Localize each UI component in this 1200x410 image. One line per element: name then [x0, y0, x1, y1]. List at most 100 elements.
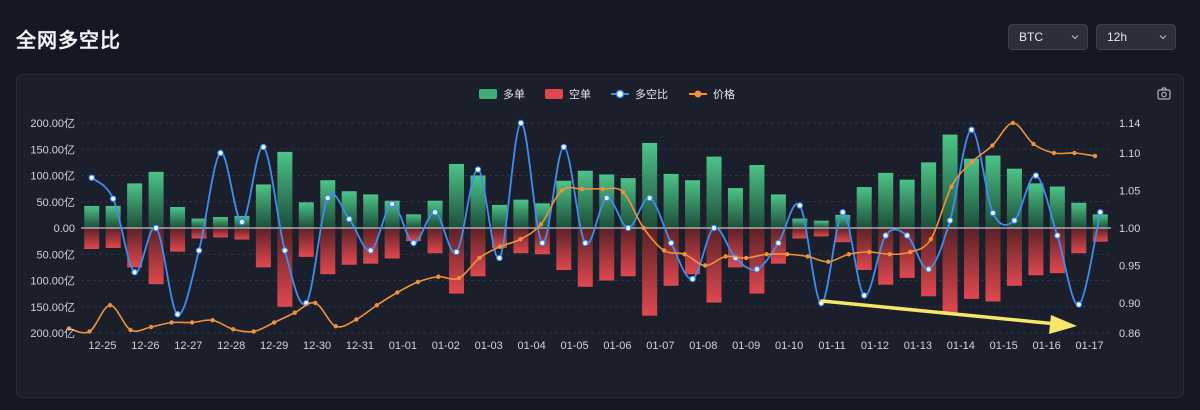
price-point [436, 274, 441, 279]
long-bar [170, 207, 186, 228]
ratio-point [839, 209, 846, 216]
short-bar [363, 228, 379, 264]
ratio-point [925, 266, 932, 273]
x-tick-label: 01-17 [1075, 340, 1103, 352]
legend-short-swatch [545, 89, 563, 99]
ratio-point [968, 126, 975, 133]
price-point [785, 252, 790, 257]
ratio-point [1075, 301, 1083, 308]
ratio-point [238, 218, 246, 226]
price-point [1051, 150, 1057, 156]
x-tick-label: 12-26 [131, 340, 159, 352]
y-right-tick-label: 1.00 [1119, 223, 1140, 235]
ratio-point [496, 254, 503, 262]
x-tick-label: 01-11 [818, 340, 845, 352]
price-point [805, 254, 810, 259]
price-point [1092, 153, 1098, 159]
price-point [908, 249, 913, 255]
short-bar [84, 228, 100, 249]
long-bar [792, 218, 808, 228]
y-right-tick-label: 1.10 [1119, 148, 1140, 160]
price-point [990, 143, 995, 148]
y-left-tick-label: 100.00亿 [30, 275, 75, 288]
ratio-point [152, 224, 160, 232]
long-bar [191, 218, 207, 228]
x-tick-label: 01-04 [518, 340, 546, 352]
long-bar [470, 175, 486, 228]
price-point [1010, 120, 1016, 126]
long-bar [277, 151, 293, 228]
short-bar [384, 228, 400, 259]
short-bar [212, 228, 228, 238]
x-tick-label: 01-16 [1033, 340, 1061, 352]
ratio-point [753, 266, 761, 273]
long-bar [921, 162, 937, 228]
interval-select-value: 12h [1107, 30, 1128, 44]
ratio-point [903, 232, 911, 239]
x-tick-label: 01-10 [775, 340, 803, 352]
price-point [518, 237, 523, 242]
long-bar [513, 199, 529, 228]
x-tick-label: 01-06 [603, 340, 631, 352]
interval-select[interactable]: 12h [1096, 24, 1176, 50]
price-point [702, 263, 708, 268]
long-bar [685, 180, 701, 228]
price-point [620, 189, 626, 195]
symbol-select[interactable]: BTC [1008, 24, 1088, 50]
long-bar [813, 220, 829, 228]
price-point [846, 252, 851, 257]
price-point [415, 279, 421, 285]
price-point [600, 186, 605, 192]
x-tick-label: 12-28 [217, 340, 245, 352]
price-point [743, 255, 749, 261]
short-bar [148, 228, 164, 285]
short-bar [105, 228, 121, 248]
price-point [66, 326, 72, 331]
short-bar [341, 228, 357, 265]
short-bar [921, 228, 937, 297]
x-tick-label: 12-30 [303, 340, 331, 352]
page-title: 全网多空比 [16, 30, 121, 52]
legend-ratio-marker [615, 89, 625, 99]
short-bar [727, 228, 743, 268]
header: 全网多空比 BTC 12h [0, 0, 1200, 72]
ratio-point [517, 119, 525, 127]
ratio-point [324, 194, 331, 202]
trend-arrow-head [1049, 315, 1077, 334]
legend-label: 多单 [503, 87, 525, 101]
long-bar [406, 214, 422, 228]
long-bar [856, 187, 872, 228]
price-point [313, 300, 318, 306]
x-tick-label: 01-15 [990, 340, 1018, 352]
short-bar [255, 228, 271, 268]
x-tick-label: 01-05 [560, 340, 588, 352]
short-bar [127, 228, 143, 268]
long-bar [363, 194, 379, 228]
symbol-select-value: BTC [1019, 30, 1043, 44]
price-point [107, 303, 113, 308]
short-bar [620, 228, 636, 277]
long-bar [1071, 202, 1087, 228]
price-point [928, 237, 934, 242]
price-point [661, 248, 667, 253]
camera-icon[interactable] [1157, 87, 1171, 100]
short-bar [191, 228, 207, 239]
ratio-point [946, 217, 954, 224]
ratio-point [560, 143, 568, 151]
price-point [292, 310, 297, 315]
x-tick-label: 12-27 [174, 340, 202, 352]
long-bar [255, 184, 271, 228]
price-point [128, 327, 133, 333]
y-left-tick-label: 0.00 [54, 223, 75, 235]
long-bar [1028, 183, 1044, 228]
short-bar [835, 228, 851, 243]
chevron-down-icon [1071, 35, 1079, 40]
ratio-point [1032, 172, 1040, 179]
price-point [1031, 141, 1036, 147]
ratio-point [689, 275, 696, 283]
y-right-tick-label: 0.90 [1119, 298, 1140, 310]
y-left-tick-label: 50.00亿 [36, 196, 75, 209]
short-bar [298, 228, 314, 257]
short-bar [964, 228, 980, 299]
x-tick-label: 01-03 [475, 340, 503, 352]
